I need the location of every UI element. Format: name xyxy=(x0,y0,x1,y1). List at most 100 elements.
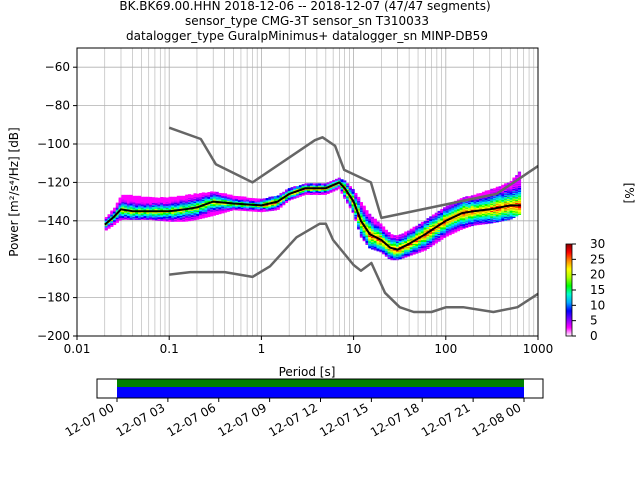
heatmap-cell xyxy=(257,198,261,201)
heatmap-cell xyxy=(118,197,122,200)
heatmap-cell xyxy=(174,196,178,199)
heatmap-cell xyxy=(465,196,469,199)
heatmap-cell xyxy=(343,180,347,183)
heatmap-cell xyxy=(140,196,144,199)
heatmap-cell xyxy=(193,193,197,196)
y-tick-label: −60 xyxy=(45,60,70,74)
heatmap-cell xyxy=(162,197,167,200)
heatmap-cell xyxy=(309,183,314,186)
heatmap-cell xyxy=(124,194,128,197)
y-tick-label: −100 xyxy=(37,137,70,151)
heatmap-cell xyxy=(235,195,239,198)
figure-title: BK.BK69.00.HHN 2018-12-06 -- 2018-12-07 … xyxy=(119,0,490,43)
heatmap-cell xyxy=(129,194,133,197)
x-tick-label: 1000 xyxy=(523,342,554,356)
heatmap-cell xyxy=(368,213,372,216)
heatmap-cell xyxy=(104,216,108,219)
heatmap-cell xyxy=(301,184,305,187)
heatmap-cell xyxy=(504,183,508,186)
timeline-tick-label: 12-07 15 xyxy=(317,400,371,439)
heatmap-cell xyxy=(282,191,286,194)
heatmap-cell xyxy=(268,196,272,199)
heatmap-cell xyxy=(251,198,255,201)
heatmap-cell xyxy=(210,191,214,194)
noise-model-lines xyxy=(104,126,539,314)
heatmap-cell xyxy=(171,196,175,199)
heatmap-cell xyxy=(168,196,172,199)
heatmap-cell xyxy=(484,190,488,193)
heatmap-cell xyxy=(207,192,211,195)
heatmap-cell xyxy=(146,196,150,199)
heatmap-cell xyxy=(315,183,319,186)
heatmap-cell xyxy=(379,223,383,226)
heatmap-cell xyxy=(232,195,236,198)
heatmap-cell xyxy=(443,207,447,210)
grid xyxy=(76,48,538,337)
heatmap-cell xyxy=(215,191,219,194)
heatmap-cell xyxy=(376,221,380,224)
heatmap-cell xyxy=(470,195,474,198)
heatmap-cell xyxy=(398,234,402,237)
colorbar-label: [%] xyxy=(622,183,636,204)
heatmap-cell xyxy=(246,197,250,200)
heatmap-cell xyxy=(254,198,258,201)
y-tick-label: −140 xyxy=(37,214,70,228)
heatmap-cell xyxy=(290,187,294,190)
title-line-1: BK.BK69.00.HHN 2018-12-06 -- 2018-12-07 … xyxy=(119,0,490,13)
heatmap-cell xyxy=(359,202,363,205)
y-axis-ticks: −200 −180 −160 −140 −120 −100 −80 −60 xyxy=(37,60,77,343)
heatmap-cell xyxy=(387,232,391,235)
heatmap-cell xyxy=(149,196,153,199)
heatmap-cell xyxy=(115,202,119,205)
heatmap-cell xyxy=(423,220,427,223)
heatmap-cell xyxy=(218,192,222,195)
heatmap-cell xyxy=(287,188,291,191)
heatmap-cell xyxy=(404,231,408,234)
x-tick-label: 0.1 xyxy=(160,342,179,356)
heatmap-cell xyxy=(432,214,436,217)
x-axis-label: Period [s] xyxy=(279,365,336,379)
timeline-tick-label: 12-07 18 xyxy=(368,400,422,439)
colorbar-gradient xyxy=(565,243,573,337)
heatmap-cell xyxy=(362,205,366,208)
heatmap-cell xyxy=(107,214,111,217)
heatmap-cell xyxy=(285,189,289,192)
timeline-tick-label: 12-07 09 xyxy=(215,400,269,439)
x-tick-label: 0.01 xyxy=(64,342,91,356)
heatmap-cell xyxy=(265,198,269,201)
heatmap-cell xyxy=(395,235,400,238)
heatmap-cell xyxy=(138,195,142,198)
heatmap-cell xyxy=(373,218,377,221)
heatmap-cell xyxy=(190,194,194,197)
heatmap-cell xyxy=(407,230,411,233)
heatmap-cell xyxy=(199,193,203,196)
timeline-tick-label: 12-07 06 xyxy=(165,400,219,439)
heatmap-cell xyxy=(204,192,208,195)
heatmap-cell xyxy=(354,192,358,195)
heatmap-cell xyxy=(346,183,350,186)
heatmap-cell xyxy=(201,192,205,195)
heatmap-cell xyxy=(426,218,430,221)
heatmap-cell xyxy=(337,177,341,180)
heatmap-cell xyxy=(240,196,244,199)
heatmap-cell xyxy=(229,194,233,197)
heatmap-cell xyxy=(179,195,183,198)
heatmap-cell xyxy=(390,234,394,237)
timeline-tick-label: 12-07 00 xyxy=(63,400,117,439)
heatmap-cell xyxy=(487,190,491,193)
timeline-tick-label: 12-07 03 xyxy=(114,400,168,439)
heatmap-cell xyxy=(321,183,325,186)
noise-model-low-line xyxy=(169,222,539,314)
heatmap-cell xyxy=(462,197,466,200)
heatmap-cell xyxy=(212,191,216,194)
y-tick-label: −160 xyxy=(37,252,70,266)
y-tick-label: −200 xyxy=(37,329,70,343)
plot-frame xyxy=(76,47,539,337)
heatmap-cell xyxy=(445,205,449,208)
heatmap-cell xyxy=(157,197,161,200)
heatmap-cell xyxy=(126,194,131,197)
heatmap-cell xyxy=(243,196,247,199)
